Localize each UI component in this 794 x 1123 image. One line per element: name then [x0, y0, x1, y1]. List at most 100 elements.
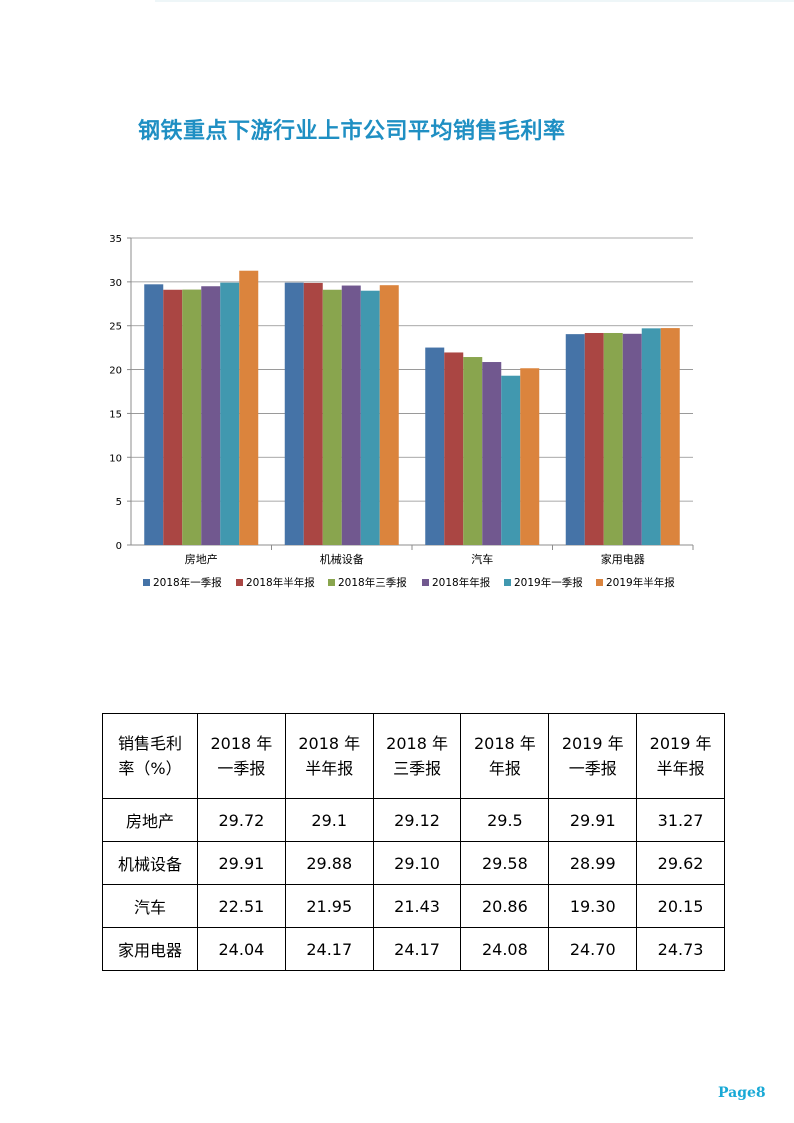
- bar: [622, 333, 642, 545]
- table-cell: 29.5: [460, 798, 550, 842]
- table-cell: 29.12: [372, 798, 462, 842]
- x-tick-label: 汽车: [471, 552, 493, 566]
- table-cell: 24.08: [460, 927, 550, 971]
- header-cell: 2018 年一季报: [197, 713, 286, 799]
- bar-chart: 0 5 10 15 20 25 30 35 房地产 机械设备 汽车 家用电器 2018年一季报 2018年…: [109, 234, 694, 589]
- table-cell: 29.58: [460, 841, 550, 885]
- y-tick-label: 35: [109, 234, 122, 245]
- legend-swatch: [596, 579, 603, 586]
- gross-margin-table: 销售毛利 率（%） 2018 年一季报 2018 年半年报 2018 年三季报 …: [102, 713, 725, 971]
- bar: [341, 285, 361, 545]
- row-label: 机械设备: [102, 841, 198, 885]
- header-line: 一季报: [217, 759, 266, 778]
- table-cell: 20.15: [636, 884, 725, 928]
- y-tick-label: 20: [109, 366, 122, 377]
- header-line: 三季报: [393, 759, 442, 778]
- y-tick-label: 25: [109, 322, 122, 333]
- table-cell: 21.43: [372, 884, 462, 928]
- header-line: 2018 年: [386, 734, 448, 753]
- row-label: 房地产: [102, 798, 198, 842]
- x-tick-label: 机械设备: [320, 552, 364, 566]
- table-cell: 21.95: [284, 884, 374, 928]
- legend-label: 2018年一季报: [153, 576, 222, 589]
- table-cell: 20.86: [460, 884, 550, 928]
- page-title: 钢铁重点下游行业上市公司平均销售毛利率: [138, 119, 566, 144]
- bar: [144, 284, 164, 545]
- legend-swatch: [143, 579, 150, 586]
- y-tick-label: 15: [109, 409, 122, 420]
- legend-label: 2018年三季报: [338, 576, 407, 589]
- bar: [565, 334, 585, 545]
- bar: [379, 285, 399, 545]
- header-line: 2018 年: [473, 734, 536, 753]
- table-cell: 24.73: [636, 927, 725, 971]
- bar: [482, 362, 502, 545]
- table-cell: 29.72: [197, 798, 286, 842]
- header-line: 2018 年: [298, 734, 361, 753]
- header-line: 年报: [488, 759, 521, 778]
- table-cell: 24.70: [548, 927, 638, 971]
- legend-label: 2018年半年报: [246, 576, 315, 589]
- bar: [444, 352, 464, 545]
- header-cell-metric: 销售毛利 率（%）: [102, 713, 198, 799]
- x-tick-label: 房地产: [185, 552, 218, 566]
- bar: [501, 375, 521, 545]
- table-cell: 22.51: [197, 884, 286, 928]
- header-cell: 2018 年三季报: [372, 713, 462, 799]
- bar: [182, 289, 202, 545]
- table-cell: 29.91: [548, 798, 638, 842]
- legend-swatch: [236, 579, 243, 586]
- bar: [303, 282, 323, 545]
- header-cell: 2019 年一季报: [548, 713, 638, 799]
- row-label: 家用电器: [102, 927, 198, 971]
- legend-swatch: [504, 579, 511, 586]
- bar: [239, 270, 259, 545]
- bar: [660, 328, 680, 545]
- top-rule: [155, 0, 794, 2]
- header-line: 2019 年: [649, 734, 712, 753]
- x-tick-label: 家用电器: [601, 552, 645, 566]
- bar: [603, 332, 623, 545]
- legend-label: 2019年半年报: [606, 576, 675, 589]
- bar: [201, 286, 221, 545]
- header-line: 半年报: [656, 759, 705, 778]
- table-cell: 29.91: [197, 841, 286, 885]
- bar: [584, 332, 604, 545]
- table-row: 机械设备 29.91 29.88 29.10 29.58 28.99 29.62: [102, 841, 725, 885]
- bar: [463, 357, 483, 545]
- header-line: 2018 年: [210, 734, 273, 753]
- y-tick-label: 30: [109, 278, 122, 289]
- table-cell: 29.88: [284, 841, 374, 885]
- header-line: 率（%）: [118, 759, 182, 778]
- table-cell: 29.1: [284, 798, 374, 842]
- legend-swatch: [422, 579, 429, 586]
- table-cell: 24.04: [197, 927, 286, 971]
- header-cell: 2019 年半年报: [636, 713, 725, 799]
- legend-label: 2018年年报: [432, 576, 491, 589]
- table-cell: 29.10: [372, 841, 462, 885]
- bar: [322, 289, 342, 545]
- table-header-row: 销售毛利 率（%） 2018 年一季报 2018 年半年报 2018 年三季报 …: [102, 713, 725, 799]
- header-cell: 2018 年半年报: [284, 713, 374, 799]
- y-tick-label: 10: [109, 453, 122, 464]
- header-line: 2019 年: [561, 734, 624, 753]
- row-label: 汽车: [102, 884, 198, 928]
- bar: [284, 282, 304, 545]
- bar: [163, 289, 183, 545]
- page-number: Page8: [718, 1085, 766, 1101]
- y-tick-label: 5: [116, 497, 122, 508]
- table-cell: 31.27: [636, 798, 725, 842]
- table-row: 房地产 29.72 29.1 29.12 29.5 29.91 31.27: [102, 798, 725, 842]
- table-cell: 29.62: [636, 841, 725, 885]
- bar: [641, 328, 661, 545]
- table-cell: 28.99: [548, 841, 638, 885]
- y-tick-label: 0: [116, 541, 122, 552]
- bar: [220, 282, 240, 545]
- legend-swatch: [328, 579, 335, 586]
- bar: [520, 368, 540, 545]
- bar: [360, 290, 380, 545]
- bar: [425, 347, 445, 545]
- legend-label: 2019年一季报: [514, 576, 583, 589]
- header-line: 一季报: [568, 759, 617, 778]
- header-cell: 2018 年年报: [460, 713, 550, 799]
